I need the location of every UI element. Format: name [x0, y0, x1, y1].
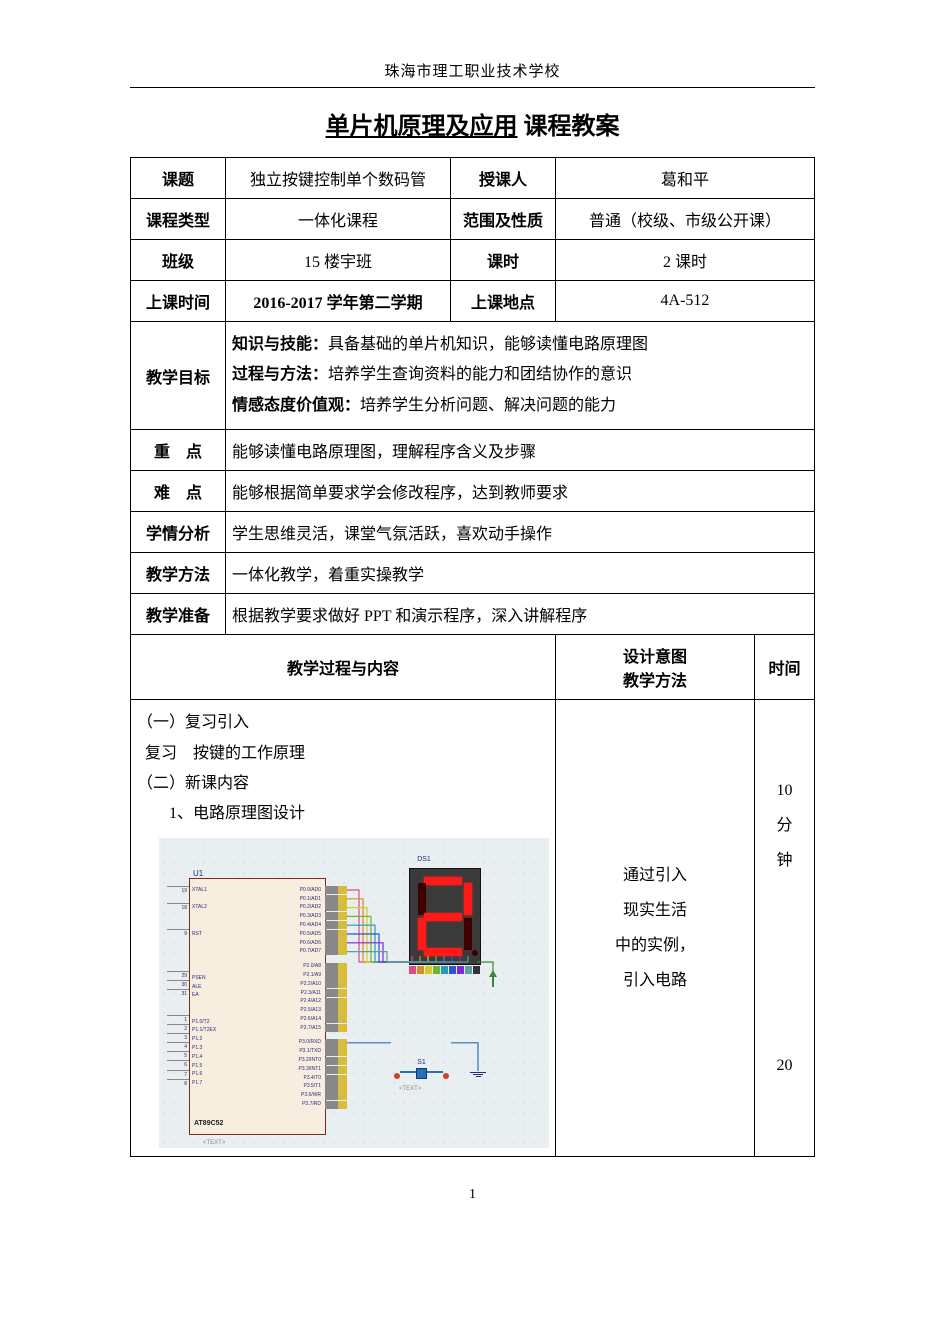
design-l4: 引入电路 — [562, 963, 748, 998]
lbl-period: 课时 — [451, 240, 556, 281]
val-time: 2016-2017 学年第二学期 — [226, 281, 451, 322]
head-time: 时间 — [754, 635, 814, 700]
val-class: 15 楼宇班 — [226, 240, 451, 281]
switch-s1: S1 — [394, 1056, 449, 1081]
val-scope: 普通（校级、市级公开课） — [556, 199, 815, 240]
seg-f — [418, 883, 426, 915]
head-design-l2: 教学方法 — [562, 667, 748, 691]
seven-seg-wrap: DS1 — [409, 853, 481, 974]
seg-a — [424, 877, 462, 885]
seg-e — [418, 918, 426, 950]
page-number: 1 — [130, 1187, 815, 1203]
val-teacher: 葛和平 — [556, 158, 815, 199]
lbl-prep: 教学准备 — [131, 594, 226, 635]
gnd-symbol — [469, 1071, 487, 1078]
row-ana: 学情分析 学生思维灵活，课堂气氛活跃，喜欢动手操作 — [131, 512, 815, 553]
val-goal: 知识与技能：具备基础的单片机知识，能够读懂电路原理图 过程与方法：培养学生查询资… — [226, 322, 815, 430]
right-pin-labels: P0.0/AD0P0.1/AD1P0.2/AD2P0.3/AD3P0.4/AD4… — [259, 886, 321, 1109]
goal-k-body: 具备基础的单片机知识，能够读懂电路原理图 — [328, 336, 648, 353]
row-key: 重 点 能够读懂电路原理图，理解程序含义及步骤 — [131, 430, 815, 471]
seg-b — [464, 883, 472, 915]
text-placeholder-2: <TEXT> — [201, 1138, 227, 1148]
time1-num: 10 — [761, 773, 808, 808]
title-suffix: 课程教案 — [518, 114, 620, 140]
row-prep: 教学准备 根据教学要求做好 PPT 和演示程序，深入讲解程序 — [131, 594, 815, 635]
lbl-ana: 学情分析 — [131, 512, 226, 553]
val-period: 2 课时 — [556, 240, 815, 281]
row-goal: 教学目标 知识与技能：具备基础的单片机知识，能够读懂电路原理图 过程与方法：培养… — [131, 322, 815, 430]
switch-ref: S1 — [394, 1056, 449, 1069]
lbl-topic: 课题 — [131, 158, 226, 199]
head-content: 教学过程与内容 — [131, 635, 556, 700]
page: 珠海市理工职业技术学校 单片机原理及应用 课程教案 课题 独立按键控制单个数码管… — [0, 0, 945, 1223]
vcc-arrow-icon — [489, 970, 497, 977]
proc-b1: （一）复习引入 — [137, 708, 549, 738]
design-l3: 中的实例， — [562, 928, 748, 963]
row-topic: 课题 独立按键控制单个数码管 授课人 葛和平 — [131, 158, 815, 199]
lbl-key: 重 点 — [131, 430, 226, 471]
lesson-plan-table: 课题 独立按键控制单个数码管 授课人 葛和平 课程类型 一体化课程 范围及性质 … — [130, 157, 815, 1157]
circuit-diagram: U1 AT89C52 1918929303112345678 XTAL1XTAL… — [159, 838, 549, 1148]
row-time: 上课时间 2016-2017 学年第二学期 上课地点 4A-512 — [131, 281, 815, 322]
text-placeholder-1: <TEXT> — [397, 1084, 423, 1095]
row-proc-body: （一）复习引入 复习 按键的工作原理 （二）新课内容 1、电路原理图设计 U1 … — [131, 700, 815, 1157]
val-ana: 学生思维灵活，课堂气氛活跃，喜欢动手操作 — [226, 512, 815, 553]
seven-seg-display — [409, 868, 481, 965]
row-diff: 难 点 能够根据简单要求学会修改程序，达到教师要求 — [131, 471, 815, 512]
goal-k-head: 知识与技能： — [232, 336, 328, 353]
left-pin-nums: 1918929303112345678 — [167, 886, 189, 1129]
val-diff: 能够根据简单要求学会修改程序，达到教师要求 — [226, 471, 815, 512]
switch-body — [394, 1069, 449, 1081]
goal-a-head: 情感态度价值观： — [232, 397, 360, 414]
header-rule — [130, 87, 815, 88]
lbl-place: 上课地点 — [451, 281, 556, 322]
val-prep: 根据教学要求做好 PPT 和演示程序，深入讲解程序 — [226, 594, 815, 635]
val-ctype: 一体化课程 — [226, 199, 451, 240]
seg-dp — [472, 950, 478, 956]
lbl-time: 上课时间 — [131, 281, 226, 322]
goal-a-body: 培养学生分析问题、解决问题的能力 — [360, 397, 616, 414]
school-name: 珠海市理工职业技术学校 — [130, 60, 815, 81]
seg-c — [464, 918, 472, 950]
lbl-goal: 教学目标 — [131, 322, 226, 430]
goal-p-head: 过程与方法： — [232, 366, 328, 383]
design-l2: 现实生活 — [562, 893, 748, 928]
val-key: 能够读懂电路原理图，理解程序含义及步骤 — [226, 430, 815, 471]
seg-d — [424, 948, 462, 956]
val-meth: 一体化教学，着重实操教学 — [226, 553, 815, 594]
lbl-ctype: 课程类型 — [131, 199, 226, 240]
display-ref: DS1 — [367, 853, 481, 866]
head-design-l1: 设计意图 — [562, 643, 748, 667]
val-place: 4A-512 — [556, 281, 815, 322]
vcc-arrow-stem — [492, 977, 494, 987]
proc-content-cell: （一）复习引入 复习 按键的工作原理 （二）新课内容 1、电路原理图设计 U1 … — [131, 700, 556, 1157]
goal-p-body: 培养学生查询资料的能力和团结协作的意识 — [328, 366, 632, 383]
val-topic: 独立按键控制单个数码管 — [226, 158, 451, 199]
design-l1: 通过引入 — [562, 858, 748, 893]
left-pin-labels: XTAL1XTAL2RSTPSENALEEAP1.0/T2P1.1/T2EXP1… — [192, 886, 237, 1132]
time2-num: 20 — [761, 1048, 808, 1083]
proc-time-cell: 10 分 钟 20 — [754, 700, 814, 1157]
lbl-teacher: 授课人 — [451, 158, 556, 199]
proc-b2: （二）新课内容 — [137, 769, 549, 799]
title-course: 单片机原理及应用 — [326, 114, 518, 140]
lbl-scope: 范围及性质 — [451, 199, 556, 240]
lbl-diff: 难 点 — [131, 471, 226, 512]
head-design: 设计意图 教学方法 — [556, 635, 755, 700]
lbl-meth: 教学方法 — [131, 553, 226, 594]
row-proc-head: 教学过程与内容 设计意图 教学方法 时间 — [131, 635, 815, 700]
proc-b2a: 1、电路原理图设计 — [137, 799, 549, 829]
time1-u2: 钟 — [761, 843, 808, 878]
row-class: 班级 15 楼宇班 课时 2 课时 — [131, 240, 815, 281]
row-meth: 教学方法 一体化教学，着重实操教学 — [131, 553, 815, 594]
time1-u1: 分 — [761, 808, 808, 843]
row-ctype: 课程类型 一体化课程 范围及性质 普通（校级、市级公开课） — [131, 199, 815, 240]
seg-g — [424, 913, 462, 921]
display-pins — [409, 966, 481, 974]
right-pin-pads — [325, 886, 347, 1110]
proc-design-cell: 通过引入 现实生活 中的实例， 引入电路 — [556, 700, 755, 1157]
lbl-class: 班级 — [131, 240, 226, 281]
doc-title: 单片机原理及应用 课程教案 — [130, 106, 815, 141]
proc-b1a: 复习 按键的工作原理 — [137, 739, 549, 769]
